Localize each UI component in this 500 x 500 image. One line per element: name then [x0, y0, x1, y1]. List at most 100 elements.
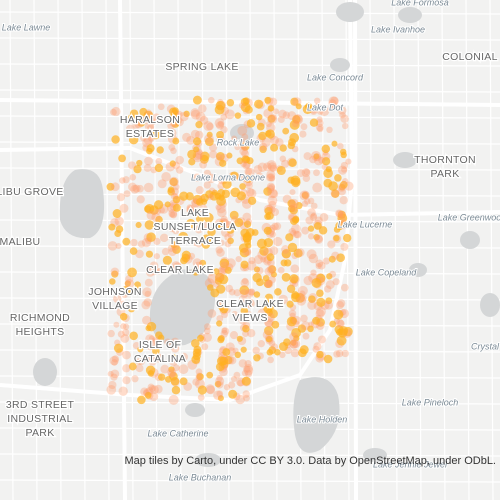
- density-point: [124, 278, 135, 289]
- density-point: [204, 137, 214, 147]
- place-label: Lake Pineloch: [402, 397, 459, 407]
- density-point: [109, 108, 117, 116]
- density-point: [160, 364, 170, 374]
- density-point: [114, 230, 122, 237]
- density-point: [269, 246, 279, 256]
- density-point: [337, 183, 346, 192]
- density-point: [161, 247, 170, 256]
- place-label: Lake Buchanan: [169, 472, 232, 482]
- lake: [393, 152, 417, 168]
- density-point: [152, 113, 161, 123]
- density-point: [114, 216, 124, 226]
- density-point: [203, 212, 214, 223]
- density-point: [253, 266, 261, 273]
- density-point: [145, 267, 155, 277]
- density-point: [313, 342, 322, 351]
- density-point: [120, 323, 127, 330]
- lake: [398, 7, 422, 23]
- density-point: [341, 166, 348, 173]
- density-point: [268, 183, 276, 191]
- density-point: [137, 395, 146, 405]
- density-point: [314, 103, 322, 111]
- density-point: [244, 369, 253, 378]
- density-point: [240, 278, 250, 288]
- density-point: [243, 365, 254, 376]
- place-label: Lake Holden: [297, 414, 348, 424]
- density-point: [109, 356, 119, 366]
- density-point: [186, 218, 196, 229]
- density-point: [336, 335, 347, 346]
- density-point: [324, 300, 333, 310]
- road: [0, 349, 500, 353]
- density-point: [143, 110, 154, 121]
- density-point: [168, 143, 176, 151]
- density-point: [167, 370, 176, 379]
- density-point: [206, 284, 214, 291]
- density-point: [242, 324, 250, 333]
- density-point: [256, 266, 264, 275]
- density-point: [120, 334, 130, 343]
- density-point: [337, 319, 345, 328]
- density-point: [218, 266, 226, 274]
- density-point: [190, 108, 200, 118]
- density-point: [157, 103, 165, 111]
- density-point: [224, 266, 232, 274]
- density-point: [219, 159, 227, 167]
- density-point: [110, 369, 120, 379]
- road: [393, 0, 398, 500]
- road: [0, 427, 500, 431]
- density-point: [265, 312, 275, 323]
- road: [57, 0, 62, 500]
- density-point: [278, 109, 287, 119]
- density-point: [314, 235, 324, 244]
- density-point: [169, 176, 179, 187]
- density-point: [148, 357, 157, 366]
- density-point: [339, 111, 346, 119]
- density-point: [316, 297, 326, 308]
- lake: [330, 58, 350, 72]
- density-point: [179, 377, 188, 386]
- density-point: [206, 131, 213, 138]
- place-label: Crystal: [471, 341, 500, 351]
- density-point: [253, 354, 261, 362]
- density-point: [183, 110, 190, 118]
- density-point: [138, 358, 145, 366]
- density-point: [337, 299, 346, 308]
- density-point: [144, 220, 155, 230]
- density-point: [228, 356, 237, 365]
- density-point: [226, 225, 235, 234]
- road: [225, 0, 230, 500]
- road: [105, 0, 110, 500]
- density-point: [147, 383, 155, 391]
- density-point: [215, 100, 226, 111]
- density-point: [111, 355, 120, 363]
- density-point: [219, 304, 229, 314]
- density-point: [313, 233, 320, 241]
- density-point: [193, 146, 200, 153]
- density-point: [202, 332, 212, 343]
- density-point: [182, 132, 192, 142]
- density-point: [240, 143, 248, 152]
- density-point: [214, 380, 222, 388]
- density-point: [205, 190, 214, 199]
- density-point: [338, 187, 346, 196]
- density-point: [265, 300, 276, 310]
- density-point: [106, 182, 115, 191]
- density-point: [213, 390, 223, 401]
- density-point: [144, 391, 152, 399]
- place-label: RICHMOND: [10, 312, 70, 324]
- density-point: [153, 253, 161, 260]
- density-point: [167, 368, 177, 378]
- density-point: [178, 364, 189, 375]
- density-point: [269, 97, 278, 106]
- density-point: [302, 174, 311, 182]
- lake: [293, 377, 340, 453]
- density-point: [206, 122, 214, 131]
- road: [273, 0, 278, 500]
- road: [0, 479, 500, 483]
- density-point: [140, 135, 147, 142]
- road: [249, 0, 254, 500]
- density-point: [332, 278, 340, 286]
- density-point: [299, 290, 306, 297]
- density-point: [255, 172, 264, 181]
